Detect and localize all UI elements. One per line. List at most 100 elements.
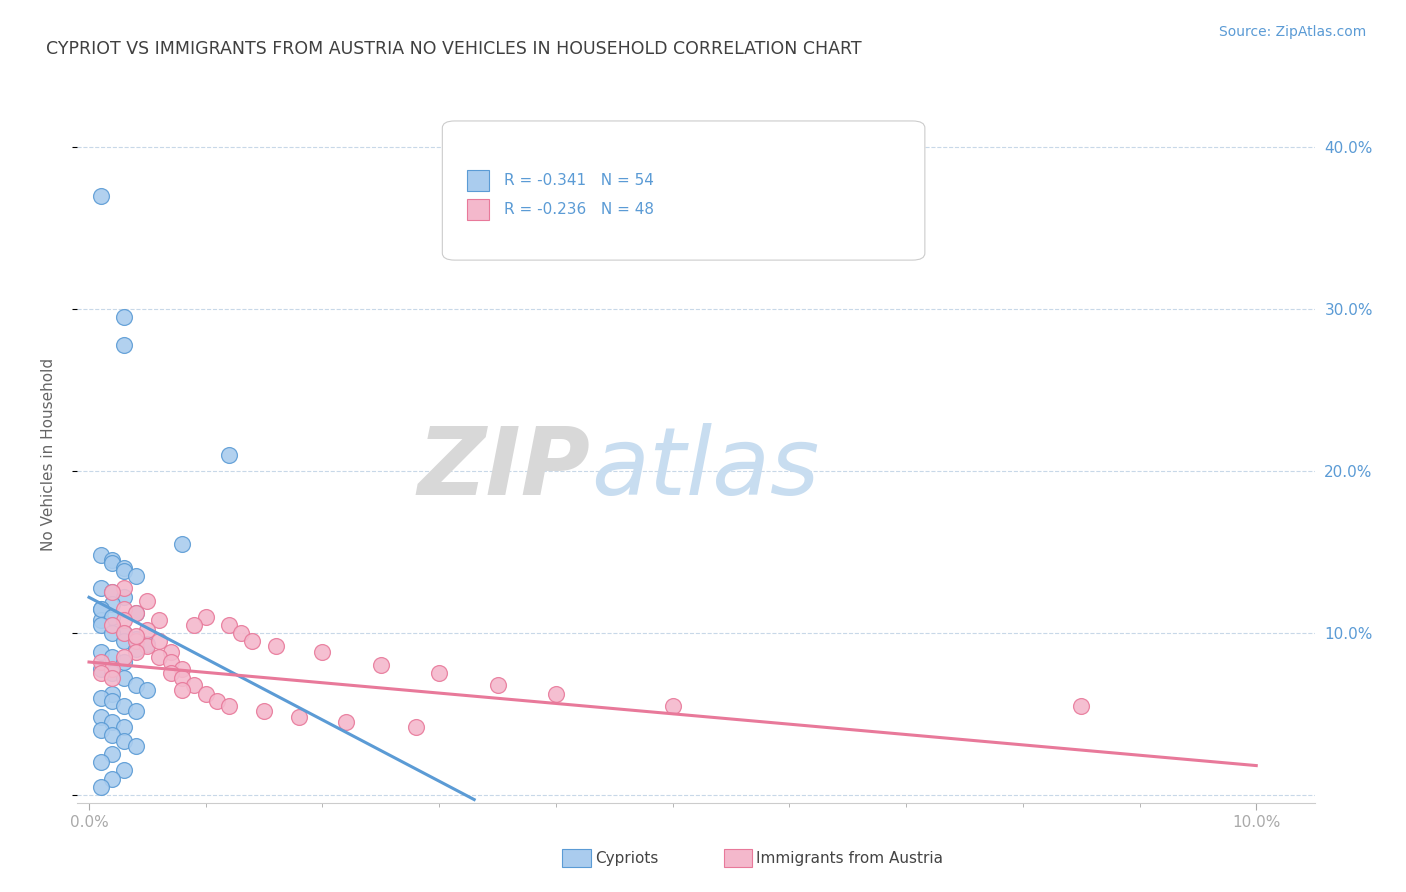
Point [101, 728, 124, 742]
Point [264, 639, 287, 653]
Point [125, 739, 148, 754]
Point [112, 650, 135, 665]
Point [90, 655, 112, 669]
Point [101, 609, 124, 624]
Point [405, 720, 427, 734]
Point [112, 764, 135, 778]
Point [90, 645, 112, 659]
Point [112, 626, 135, 640]
Y-axis label: No Vehicles in Household: No Vehicles in Household [42, 359, 56, 551]
Point [101, 553, 124, 567]
Point [112, 310, 135, 325]
Point [148, 613, 170, 627]
FancyBboxPatch shape [467, 199, 489, 219]
Text: Immigrants from Austria: Immigrants from Austria [756, 851, 943, 865]
Point [253, 704, 276, 718]
Point [101, 617, 124, 632]
Point [112, 720, 135, 734]
Text: R = -0.236   N = 48: R = -0.236 N = 48 [505, 202, 654, 217]
Point [112, 734, 135, 748]
Point [288, 710, 311, 724]
Point [183, 678, 205, 692]
Point [101, 650, 124, 665]
Point [229, 626, 252, 640]
Text: CYPRIOT VS IMMIGRANTS FROM AUSTRIA NO VEHICLES IN HOUSEHOLD CORRELATION CHART: CYPRIOT VS IMMIGRANTS FROM AUSTRIA NO VE… [46, 40, 862, 58]
Point [125, 678, 148, 692]
Point [125, 704, 148, 718]
Point [101, 585, 124, 599]
Point [136, 593, 159, 607]
Point [125, 607, 148, 621]
Point [125, 569, 148, 583]
Point [112, 698, 135, 713]
Point [183, 617, 205, 632]
Point [159, 655, 181, 669]
Point [112, 591, 135, 605]
FancyBboxPatch shape [467, 169, 489, 191]
Text: Cypriots: Cypriots [595, 851, 658, 865]
Point [112, 634, 135, 648]
Point [136, 682, 159, 697]
Point [90, 601, 112, 615]
Point [172, 537, 194, 551]
Point [172, 661, 194, 675]
Point [90, 666, 112, 681]
Point [101, 666, 124, 681]
Point [90, 613, 112, 627]
Point [101, 585, 124, 599]
Point [101, 687, 124, 701]
Point [125, 645, 148, 659]
Point [90, 189, 112, 203]
Point [427, 666, 450, 681]
Point [218, 617, 240, 632]
Point [125, 607, 148, 621]
Point [1070, 698, 1092, 713]
Point [90, 780, 112, 794]
Point [125, 642, 148, 657]
Point [194, 687, 217, 701]
Point [90, 690, 112, 705]
Point [112, 561, 135, 575]
Point [486, 678, 509, 692]
Point [90, 617, 112, 632]
Point [101, 714, 124, 729]
Point [136, 637, 159, 651]
Point [90, 661, 112, 675]
Point [159, 666, 181, 681]
Point [172, 671, 194, 685]
Point [90, 723, 112, 737]
Point [136, 623, 159, 637]
Point [112, 338, 135, 352]
Point [218, 448, 240, 462]
Point [125, 634, 148, 648]
Point [136, 639, 159, 653]
Point [101, 597, 124, 611]
Point [544, 687, 567, 701]
Point [159, 645, 181, 659]
Text: R = -0.341   N = 54: R = -0.341 N = 54 [505, 172, 654, 187]
Point [335, 714, 357, 729]
Point [101, 661, 124, 675]
Point [101, 617, 124, 632]
Point [218, 698, 240, 713]
Point [370, 658, 392, 673]
Point [90, 756, 112, 770]
Point [112, 565, 135, 579]
Point [90, 710, 112, 724]
Point [90, 601, 112, 615]
Point [101, 557, 124, 571]
Point [101, 772, 124, 786]
Point [112, 626, 135, 640]
Text: ZIP: ZIP [418, 423, 591, 515]
Point [311, 645, 333, 659]
Point [101, 626, 124, 640]
Point [194, 609, 217, 624]
Text: atlas: atlas [591, 424, 820, 515]
Point [112, 655, 135, 669]
Text: Source: ZipAtlas.com: Source: ZipAtlas.com [1219, 25, 1367, 39]
Point [112, 601, 135, 615]
Point [242, 634, 264, 648]
Point [125, 632, 148, 647]
Point [101, 671, 124, 685]
Point [207, 694, 229, 708]
